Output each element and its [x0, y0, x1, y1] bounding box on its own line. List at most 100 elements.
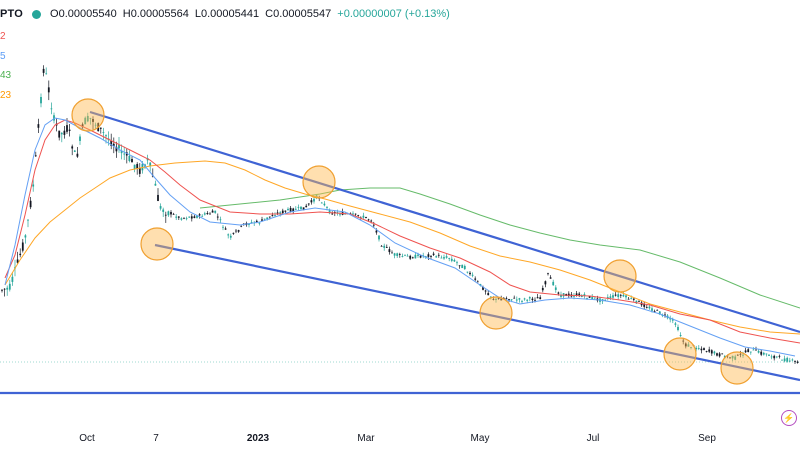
candle-body [385, 247, 388, 248]
candle-body [526, 299, 529, 301]
symbol-label[interactable]: PTO [0, 8, 24, 20]
upper-trendline[interactable] [89, 110, 800, 334]
candle-body [370, 220, 373, 222]
touch-point-marker [302, 165, 336, 199]
candle-body [222, 226, 224, 228]
candle-body [622, 294, 625, 297]
candle-body [536, 297, 539, 299]
candle-body [762, 352, 765, 355]
candle-body [731, 355, 734, 359]
candle-body [744, 350, 747, 353]
candle-body [440, 257, 443, 259]
candle-body [16, 259, 19, 263]
candle-body [573, 295, 575, 297]
candle-body [781, 359, 783, 361]
touch-point-markers [71, 98, 754, 385]
candle-body [279, 212, 282, 215]
indicator-label-2[interactable]: 5 [0, 50, 6, 62]
ma-orange-line [4, 160, 800, 335]
candle-body [331, 213, 334, 215]
x-tick-label: Oct [79, 433, 95, 444]
candle-body [307, 203, 310, 205]
candle-body [718, 353, 721, 357]
candle-body [227, 234, 230, 236]
candle-body [180, 218, 183, 220]
candle-body [300, 206, 302, 210]
candle-body [482, 287, 484, 290]
candle-body [487, 293, 490, 296]
candle-body [177, 216, 180, 218]
candle-body [523, 298, 526, 300]
candle-body [287, 208, 289, 211]
candle-body [71, 146, 74, 149]
candle-body [703, 348, 705, 350]
candle-body [411, 257, 414, 259]
candle-body [271, 215, 274, 217]
candle-body [437, 254, 440, 256]
lightning-icon[interactable]: ⚡ [781, 410, 797, 426]
candle-body [1, 289, 3, 291]
candle-body [575, 293, 578, 296]
candle-body [258, 222, 261, 224]
candle-body [203, 213, 206, 215]
lower-trendline[interactable] [154, 243, 800, 382]
candle-body [154, 183, 157, 186]
candle-body [541, 287, 544, 291]
indicator-label-4[interactable]: 23 [0, 89, 12, 101]
candle-body [770, 356, 773, 358]
candle-body [237, 230, 240, 232]
candle-body [102, 132, 105, 133]
candle-body [453, 259, 456, 262]
candle-body [617, 294, 620, 298]
candle-body [302, 207, 305, 211]
candle-body [755, 349, 757, 351]
candle-body [502, 297, 505, 299]
candle-body [578, 293, 581, 296]
x-tick-label: 2023 [246, 433, 270, 444]
candle-body [757, 350, 760, 353]
candle-body [99, 127, 102, 129]
candle-body [375, 230, 378, 233]
candle-body [469, 272, 471, 275]
candle-body [427, 254, 430, 257]
candle-body [190, 216, 193, 219]
candle-body [79, 136, 81, 141]
candle-body [81, 124, 84, 128]
candle-body [752, 349, 755, 351]
candle-body [560, 294, 562, 297]
candle-body [484, 290, 487, 292]
candle-body [695, 347, 698, 350]
candle-body [521, 301, 523, 302]
candle-body [3, 288, 6, 290]
candle-body [378, 235, 380, 240]
candle-body [131, 159, 133, 163]
candle-body [11, 276, 14, 282]
candle-body [760, 351, 763, 355]
candle-body [115, 146, 118, 152]
candle-body [554, 287, 557, 290]
candle-body [84, 117, 87, 125]
candle-body [313, 198, 315, 202]
candle-body [76, 153, 79, 157]
candle-body [674, 323, 677, 325]
touch-point-marker [720, 351, 754, 385]
candle-body [89, 117, 92, 119]
candle-body [289, 207, 292, 212]
candle-body [658, 311, 661, 315]
price-chart[interactable] [0, 0, 800, 430]
candle-body [224, 228, 227, 230]
candle-body [583, 294, 586, 296]
time-axis[interactable]: Oct 7 2023 Mar May Jul Sep [0, 430, 800, 450]
candle-body [105, 135, 107, 137]
candle-body [773, 355, 776, 359]
candle-body [635, 300, 638, 304]
candle-body [586, 297, 588, 299]
indicator-label-3[interactable]: 43 [0, 70, 12, 81]
candle-body [515, 299, 518, 301]
candle-body [500, 298, 503, 301]
candle-body [435, 256, 438, 258]
indicator-label-1[interactable]: 2 [0, 31, 6, 42]
candle-body [183, 217, 185, 219]
candle-body [196, 215, 198, 218]
candle-body [671, 319, 674, 321]
